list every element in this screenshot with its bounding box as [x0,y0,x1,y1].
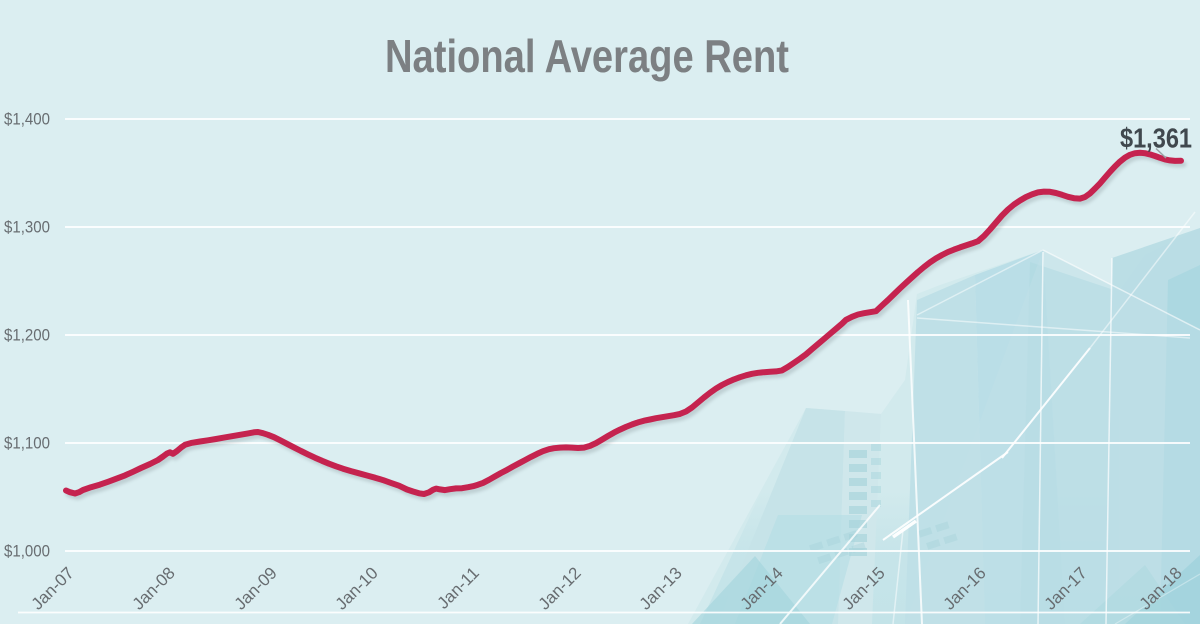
svg-text:$1,000: $1,000 [4,542,50,561]
svg-text:National Average Rent: National Average Rent [385,30,789,82]
svg-text:$1,100: $1,100 [4,434,50,453]
svg-text:$1,200: $1,200 [4,326,50,345]
svg-text:$1,300: $1,300 [4,218,50,237]
svg-text:$1,361: $1,361 [1120,123,1192,154]
svg-text:$1,400: $1,400 [4,110,50,129]
